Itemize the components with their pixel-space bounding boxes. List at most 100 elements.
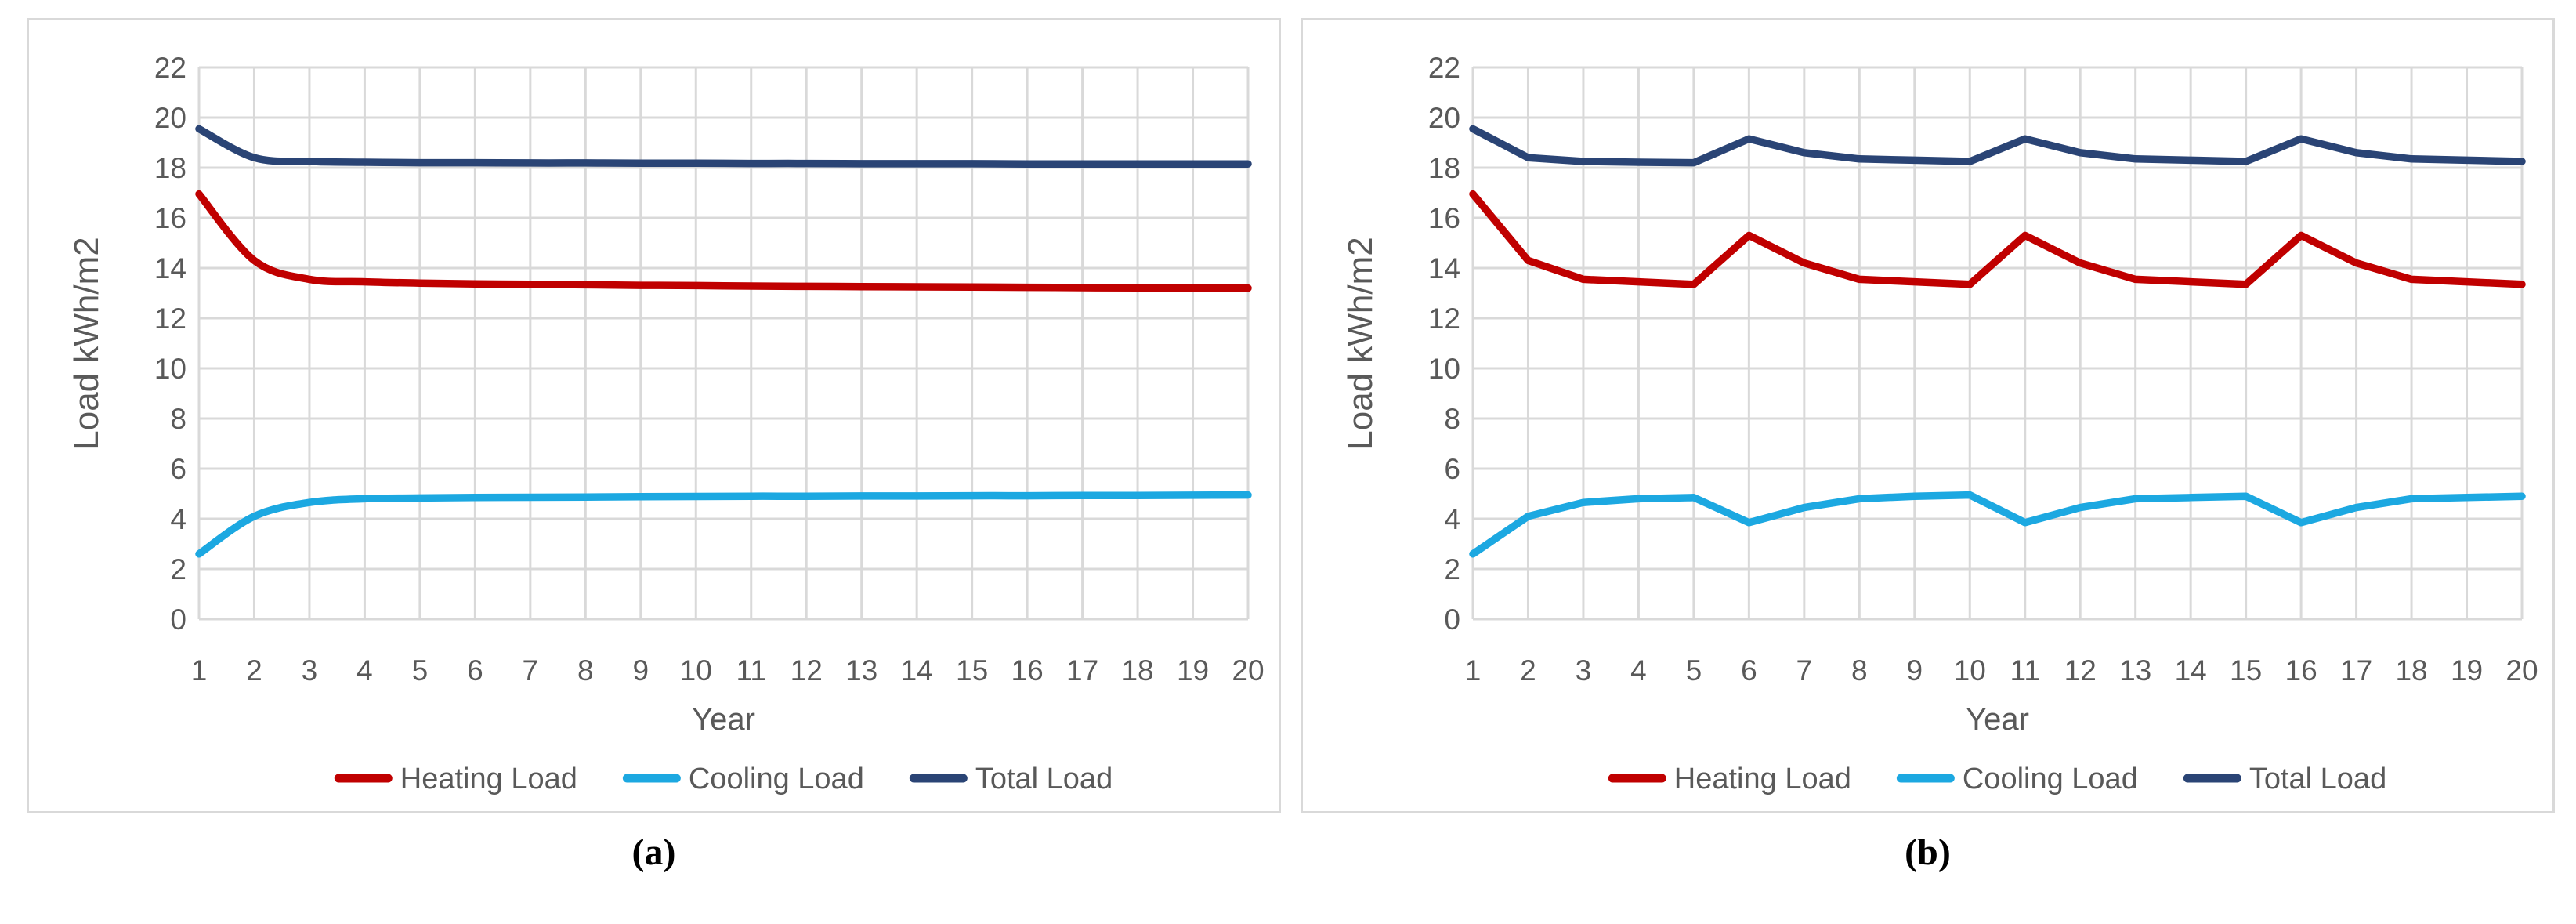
x-axis-tick-labels: 1 2 3 4 5 6 7 8 9 10 11 12 13 14 15 16 17 18 19 20 [1465, 654, 2538, 687]
x-tick-label: 19 [1177, 654, 1209, 687]
plot-grid [1471, 66, 2524, 621]
x-tick-label: 9 [1907, 654, 1923, 687]
legend-item-cooling-load: Cooling Load [1896, 763, 2138, 795]
legend-swatch-cooling-load [622, 774, 681, 783]
y-tick-label: 8 [170, 403, 186, 435]
x-tick-label: 2 [246, 654, 262, 687]
legend-item-cooling-load: Cooling Load [622, 763, 864, 795]
chart-panel-b: 0 2 4 6 8 10 12 14 16 18 20 22 1 2 3 4 5 6 7 8 9 10 11 12 13 14 15… [1301, 18, 2555, 813]
y-tick-label: 20 [1428, 102, 1460, 134]
x-tick-label: 11 [736, 654, 766, 687]
x-tick-label: 15 [956, 654, 988, 687]
x-tick-label: 11 [2010, 654, 2040, 687]
legend-item-total-load: Total Load [909, 763, 1113, 795]
y-tick-label: 20 [154, 102, 186, 134]
x-tick-label: 18 [2395, 654, 2427, 687]
x-tick-label: 12 [2064, 654, 2097, 687]
x-tick-label: 17 [2340, 654, 2372, 687]
y-tick-label: 18 [154, 152, 186, 184]
series-line-heating-load [1469, 190, 2526, 288]
y-axis-tick-labels: 0 2 4 6 8 10 12 14 16 18 20 22 [154, 52, 186, 636]
legend: Heating Load Cooling Load Total Load [1608, 763, 2386, 795]
x-tick-label: 6 [1741, 654, 1757, 687]
x-tick-label: 20 [1232, 654, 1264, 687]
legend-item-heating-load: Heating Load [334, 763, 577, 795]
legend: Heating Load Cooling Load Total Load [334, 763, 1113, 795]
caption-a: (a) [631, 832, 676, 873]
y-axis-tick-labels: 0 2 4 6 8 10 12 14 16 18 20 22 [1428, 52, 1460, 636]
x-tick-label: 5 [412, 654, 429, 687]
x-tick-label: 7 [523, 654, 539, 687]
legend-label-total-load: Total Load [2249, 763, 2386, 795]
x-tick-label: 7 [1796, 654, 1813, 687]
x-tick-label: 1 [191, 654, 208, 687]
caption-b: (b) [1905, 832, 1951, 873]
y-tick-label: 4 [1444, 503, 1460, 535]
y-tick-label: 12 [1428, 303, 1460, 335]
legend-label-heating-load: Heating Load [400, 763, 577, 795]
x-tick-label: 19 [2451, 654, 2483, 687]
y-tick-label: 4 [170, 503, 186, 535]
series-line-total-load [1469, 125, 2526, 167]
y-tick-label: 10 [1428, 353, 1460, 385]
legend-swatch-cooling-load [1896, 774, 1955, 783]
x-tick-label: 10 [1954, 654, 1986, 687]
y-tick-label: 18 [1428, 152, 1460, 184]
y-tick-label: 10 [154, 353, 186, 385]
x-tick-label: 15 [2230, 654, 2262, 687]
y-tick-label: 2 [1444, 553, 1460, 585]
x-tick-label: 10 [680, 654, 712, 687]
legend-item-heating-load: Heating Load [1608, 763, 1851, 795]
y-axis-title: Load kWh/m2 [67, 237, 106, 449]
x-axis-tick-labels: 1 2 3 4 5 6 7 8 9 10 11 12 13 14 15 16 17 18 19 20 [191, 654, 1264, 687]
series-line-total-load [195, 125, 1252, 168]
y-tick-label: 22 [154, 52, 186, 84]
x-tick-label: 1 [1465, 654, 1482, 687]
series-line-cooling-load [1469, 491, 2526, 558]
legend-swatch-heating-load [1608, 774, 1666, 783]
x-tick-label: 3 [1576, 654, 1592, 687]
y-tick-label: 12 [154, 303, 186, 335]
legend-item-total-load: Total Load [2183, 763, 2386, 795]
y-tick-label: 6 [1444, 453, 1460, 485]
chart-panel-a: 0 2 4 6 8 10 12 14 16 18 20 22 1 2 3 4 5 6 7 8 9 10 11 12 13 14 15… [27, 18, 1281, 813]
x-tick-label: 14 [901, 654, 933, 687]
x-tick-label: 2 [1520, 654, 1536, 687]
y-tick-label: 8 [1444, 403, 1460, 435]
y-tick-label: 16 [154, 202, 186, 234]
x-tick-label: 6 [467, 654, 483, 687]
legend-swatch-heating-load [334, 774, 393, 783]
y-tick-label: 6 [170, 453, 186, 485]
x-axis-title: Year [692, 702, 755, 737]
x-tick-label: 14 [2175, 654, 2207, 687]
y-tick-label: 0 [170, 603, 186, 636]
y-tick-label: 2 [170, 553, 186, 585]
y-tick-label: 0 [1444, 603, 1460, 636]
x-tick-label: 20 [2505, 654, 2538, 687]
x-tick-label: 13 [845, 654, 877, 687]
legend-swatch-total-load [909, 774, 968, 783]
y-tick-label: 16 [1428, 202, 1460, 234]
legend-label-cooling-load: Cooling Load [1963, 763, 2138, 795]
x-tick-label: 8 [577, 654, 594, 687]
series-line-cooling-load [195, 491, 1252, 558]
x-tick-label: 8 [1851, 654, 1868, 687]
y-tick-label: 14 [1428, 252, 1460, 284]
legend-label-total-load: Total Load [975, 763, 1113, 795]
x-tick-label: 3 [302, 654, 318, 687]
x-axis-title: Year [1966, 702, 2029, 737]
x-tick-label: 16 [2285, 654, 2317, 687]
x-tick-label: 9 [633, 654, 649, 687]
plot-grid [197, 66, 1250, 621]
series-line-heating-load [195, 190, 1252, 292]
legend-label-heating-load: Heating Load [1674, 763, 1851, 795]
x-tick-label: 4 [356, 654, 373, 687]
x-tick-label: 18 [1121, 654, 1153, 687]
x-tick-label: 17 [1066, 654, 1098, 687]
y-tick-label: 22 [1428, 52, 1460, 84]
legend-swatch-total-load [2183, 774, 2241, 783]
x-tick-label: 13 [2119, 654, 2151, 687]
